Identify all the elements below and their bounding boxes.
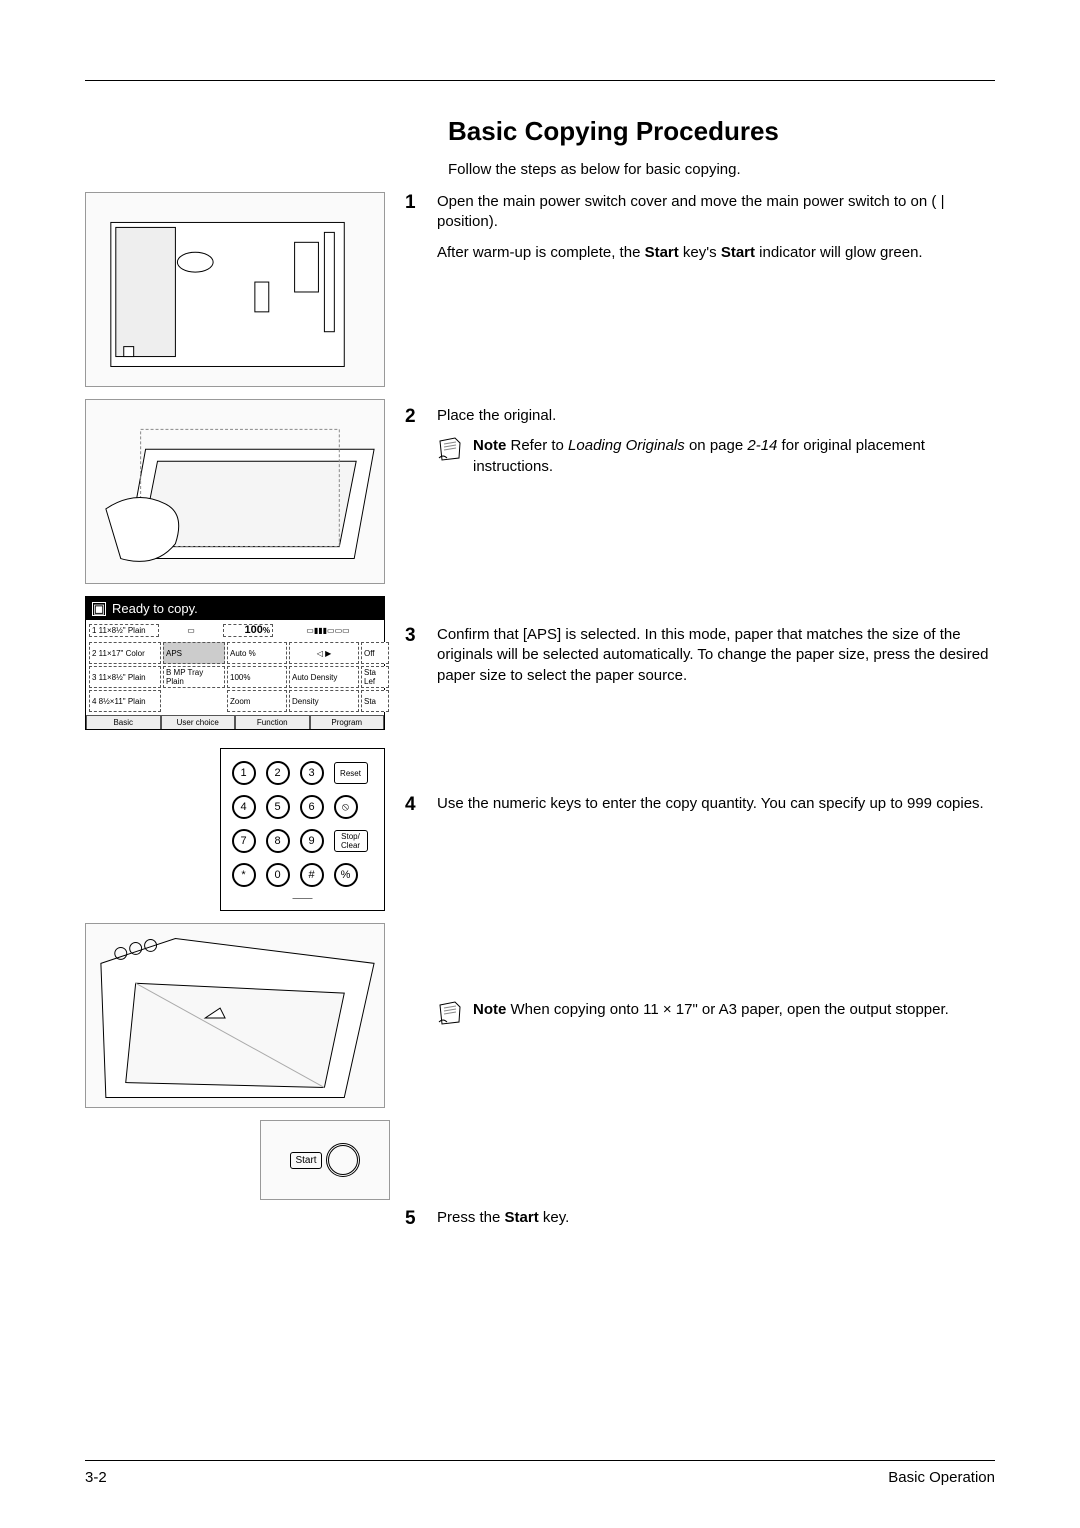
lcd-header-text: Ready to copy. (112, 601, 198, 616)
numeric-keypad: 123Reset456⦸789Stop/ Clear*0#% ⎯⎯⎯⎯ (220, 748, 385, 911)
step-4-text: Use the numeric keys to enter the copy q… (437, 794, 984, 814)
step-4-note-block: Note When copying onto 11 × 17" or A3 pa… (405, 996, 995, 1194)
lcd-100pct-button[interactable]: 100% (227, 666, 287, 688)
keypad-key-4[interactable]: 4 (232, 795, 256, 819)
lcd-arrow-buttons[interactable]: ◁ ▶ (289, 642, 359, 664)
keypad-key-#[interactable]: # (300, 863, 324, 887)
steps-column: 1 Open the main power switch cover and m… (405, 192, 995, 1268)
page-title: Basic Copying Procedures (448, 116, 995, 147)
step-2-number: 2 (405, 406, 425, 611)
lcd-mp-tray[interactable]: B MP Tray Plain (163, 666, 225, 688)
keypad-key-0[interactable]: 0 (266, 863, 290, 887)
note-icon (437, 436, 463, 462)
step-5-number: 5 (405, 1208, 425, 1268)
step-3-number: 3 (405, 625, 425, 780)
page-footer: 3-2 Basic Operation (85, 1460, 995, 1486)
lcd-staple-left-button[interactable]: Sta Lef (361, 666, 389, 688)
keypad-side-2[interactable]: Stop/ Clear (334, 830, 368, 852)
step-4-note: Note When copying onto 11 × 17" or A3 pa… (437, 1000, 949, 1026)
lcd-panel: ▣ Ready to copy. 1 11×8½" Plain ▭ 100% ▭… (85, 596, 385, 730)
keypad-key-2[interactable]: 2 (266, 761, 290, 785)
step-4: 4 Use the numeric keys to enter the copy… (405, 794, 995, 982)
keypad-side-3[interactable]: % (334, 863, 358, 887)
lcd-tray-4[interactable]: 4 8½×11" Plain (89, 690, 161, 712)
illustration-place-original (85, 399, 385, 584)
step-2: 2 Place the original. Note Refer to Load… (405, 406, 995, 611)
keypad-side-0[interactable]: Reset (334, 762, 368, 784)
content-area: ▣ Ready to copy. 1 11×8½" Plain ▭ 100% ▭… (85, 192, 995, 1268)
lcd-blank (163, 690, 225, 712)
illustration-output-stopper (85, 923, 385, 1108)
note-icon (437, 1000, 463, 1026)
illustration-start-key: Start (260, 1120, 390, 1200)
step-1-text-1: Open the main power switch cover and mov… (437, 192, 995, 233)
step-3-text: Confirm that [APS] is selected. In this … (437, 625, 995, 686)
lcd-auto-pct-button[interactable]: Auto % (227, 642, 287, 664)
lcd-zoom-value: 100% (223, 624, 273, 637)
keypad-key-1[interactable]: 1 (232, 761, 256, 785)
step-2-text: Place the original. (437, 406, 995, 426)
step-5: 5 Press the Start key. (405, 1208, 995, 1268)
start-key-icon (326, 1143, 360, 1177)
step-4-note-text: Note When copying onto 11 × 17" or A3 pa… (473, 1000, 949, 1026)
top-rule (85, 80, 995, 81)
keypad-key-6[interactable]: 6 (300, 795, 324, 819)
lcd-zoom-button[interactable]: Zoom (227, 690, 287, 712)
footer-section: Basic Operation (888, 1469, 995, 1486)
start-key-label: Start (290, 1152, 321, 1169)
lcd-density-button[interactable]: Density (289, 690, 359, 712)
lcd-tabs: Basic User choice Function Program (86, 715, 384, 729)
lcd-tray-2[interactable]: 2 11×17" Color (89, 642, 161, 664)
lcd-density-bar: ▭▮▮▮▭▭▭ (275, 624, 381, 637)
step-3: 3 Confirm that [APS] is selected. In thi… (405, 625, 995, 780)
step-4-number: 4 (405, 794, 425, 982)
step-1: 1 Open the main power switch cover and m… (405, 192, 995, 392)
keypad-key-8[interactable]: 8 (266, 829, 290, 853)
step-1-number: 1 (405, 192, 425, 392)
illustration-power-switch (85, 192, 385, 387)
step-2-note: Note Refer to Loading Originals on page … (437, 436, 995, 477)
step-5-text: Press the Start key. (437, 1208, 569, 1228)
lcd-preview-icon: ▭ (161, 624, 221, 637)
lcd-header: ▣ Ready to copy. (86, 597, 384, 620)
lcd-tray-1[interactable]: 1 11×8½" Plain (89, 624, 159, 637)
lcd-tray-3[interactable]: 3 11×8½" Plain (89, 666, 161, 688)
lcd-auto-density-button[interactable]: Auto Density (289, 666, 359, 688)
lcd-tab-program[interactable]: Program (310, 715, 385, 729)
step-2-note-text: Note Refer to Loading Originals on page … (473, 436, 995, 477)
lcd-staple-button[interactable]: Sta (361, 690, 389, 712)
left-illustration-column: ▣ Ready to copy. 1 11×8½" Plain ▭ 100% ▭… (85, 192, 385, 1200)
keypad-key-3[interactable]: 3 (300, 761, 324, 785)
lcd-tab-basic[interactable]: Basic (86, 715, 161, 729)
step-1-text-2: After warm-up is complete, the Start key… (437, 243, 995, 263)
keypad-key-7[interactable]: 7 (232, 829, 256, 853)
intro-text: Follow the steps as below for basic copy… (448, 161, 995, 178)
lcd-tab-function[interactable]: Function (235, 715, 310, 729)
lcd-header-icon: ▣ (92, 602, 106, 616)
footer-page-number: 3-2 (85, 1469, 107, 1486)
keypad-key-*[interactable]: * (232, 863, 256, 887)
lcd-tab-userchoice[interactable]: User choice (161, 715, 236, 729)
keypad-key-9[interactable]: 9 (300, 829, 324, 853)
keypad-key-5[interactable]: 5 (266, 795, 290, 819)
lcd-aps-button[interactable]: APS (163, 642, 225, 664)
lcd-off-button[interactable]: Off (361, 642, 389, 664)
keypad-side-1[interactable]: ⦸ (334, 795, 358, 819)
